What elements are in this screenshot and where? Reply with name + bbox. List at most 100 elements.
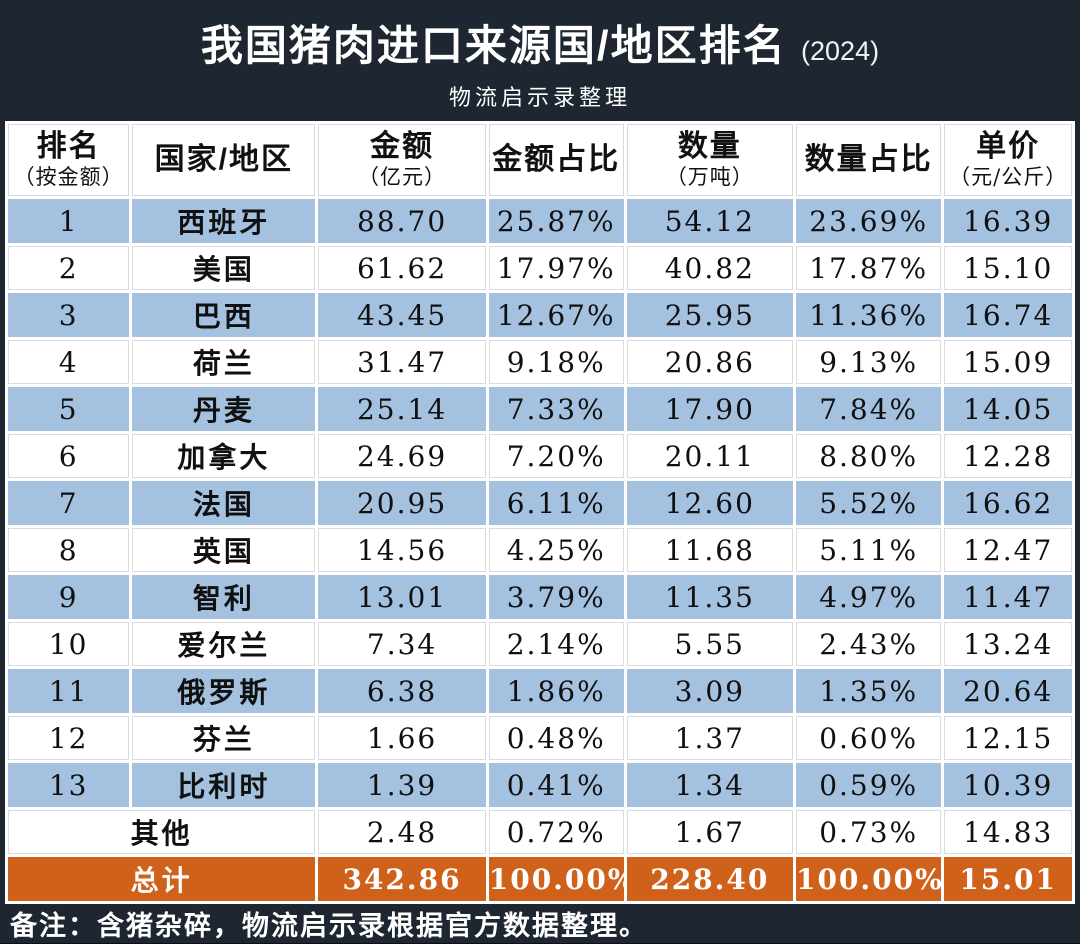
amount-cell: 13.01 — [318, 575, 486, 619]
amount-share-cell: 4.25% — [488, 528, 624, 572]
quantity-share-cell: 0.73% — [795, 810, 942, 854]
header-amount: 金额 （亿元） — [318, 124, 486, 196]
rank-cell: 4 — [8, 340, 130, 384]
header-rank-sublabel: （按金额） — [13, 165, 124, 189]
amount-share-cell: 7.20% — [488, 434, 624, 478]
unit-price-cell: 10.39 — [944, 763, 1072, 807]
header-rank-label: 排名 — [36, 130, 101, 163]
quantity-cell: 11.35 — [626, 575, 793, 619]
quantity-share-cell: 7.84% — [795, 387, 942, 431]
unit-price-cell: 14.05 — [944, 387, 1072, 431]
quantity-cell: 5.55 — [626, 622, 793, 666]
amount-cell: 20.95 — [318, 481, 486, 525]
quantity-cell: 3.09 — [626, 669, 793, 713]
rank-cell: 2 — [8, 246, 130, 290]
header-quantity-label: 数量 — [677, 130, 742, 163]
unit-price-cell: 15.09 — [944, 340, 1072, 384]
header-amount-label: 金额 — [370, 130, 435, 163]
country-cell: 芬兰 — [132, 716, 316, 760]
amount-share-cell: 17.97% — [488, 246, 624, 290]
table-row: 13 比利时 1.39 0.41% 1.34 0.59% 10.39 — [8, 763, 1072, 807]
amount-share-cell: 1.86% — [488, 669, 624, 713]
ranking-table: 排名 （按金额） 国家/地区 金额 （亿元） 金额占比 数量 — [5, 121, 1075, 904]
amount-cell: 43.45 — [318, 293, 486, 337]
unit-price-cell: 16.62 — [944, 481, 1072, 525]
country-cell: 美国 — [132, 246, 316, 290]
quantity-share-cell: 0.59% — [795, 763, 942, 807]
country-cell: 英国 — [132, 528, 316, 572]
unit-price-cell: 13.24 — [944, 622, 1072, 666]
footnote-bar: 备注：含猪杂碎，物流启示录根据官方数据整理。 — [0, 904, 1080, 943]
amount-share-cell: 9.18% — [488, 340, 624, 384]
amount-share-cell: 0.48% — [488, 716, 624, 760]
table-row: 11 俄罗斯 6.38 1.86% 3.09 1.35% 20.64 — [8, 669, 1072, 713]
amount-share-cell: 7.33% — [488, 387, 624, 431]
quantity-share-cell: 11.36% — [795, 293, 942, 337]
quantity-cell: 25.95 — [626, 293, 793, 337]
table-row: 2 美国 61.62 17.97% 40.82 17.87% 15.10 — [8, 246, 1072, 290]
table-row: 7 法国 20.95 6.11% 12.60 5.52% 16.62 — [8, 481, 1072, 525]
header-amount-share: 金额占比 — [488, 124, 624, 196]
quantity-share-cell: 5.52% — [795, 481, 942, 525]
unit-price-cell: 12.28 — [944, 434, 1072, 478]
table-row: 8 英国 14.56 4.25% 11.68 5.11% 12.47 — [8, 528, 1072, 572]
country-cell: 法国 — [132, 481, 316, 525]
quantity-share-cell: 8.80% — [795, 434, 942, 478]
amount-cell: 1.39 — [318, 763, 486, 807]
header-quantity-share: 数量占比 — [795, 124, 942, 196]
quantity-share-cell: 5.11% — [795, 528, 942, 572]
table-row: 6 加拿大 24.69 7.20% 20.11 8.80% 12.28 — [8, 434, 1072, 478]
amount-cell: 2.48 — [318, 810, 486, 854]
country-cell: 智利 — [132, 575, 316, 619]
amount-cell: 24.69 — [318, 434, 486, 478]
unit-price-cell: 12.47 — [944, 528, 1072, 572]
table-row: 1 西班牙 88.70 25.87% 54.12 23.69% 16.39 — [8, 199, 1072, 243]
table-row-total: 总计 342.86 100.00% 228.40 100.00% 15.01 — [8, 857, 1072, 901]
page-title: 我国猪肉进口来源国/地区排名 (2024) — [0, 12, 1080, 73]
rank-cell: 9 — [8, 575, 130, 619]
header-country: 国家/地区 — [132, 124, 316, 196]
unit-price-cell: 12.15 — [944, 716, 1072, 760]
quantity-cell: 11.68 — [626, 528, 793, 572]
quantity-cell: 20.11 — [626, 434, 793, 478]
country-cell: 爱尔兰 — [132, 622, 316, 666]
total-quantity-share-cell: 100.00% — [795, 857, 942, 901]
rank-cell: 13 — [8, 763, 130, 807]
total-unit-price-cell: 15.01 — [944, 857, 1072, 901]
country-cell: 俄罗斯 — [132, 669, 316, 713]
header-amount-share-label: 金额占比 — [492, 143, 621, 176]
table-row: 9 智利 13.01 3.79% 11.35 4.97% 11.47 — [8, 575, 1072, 619]
quantity-cell: 1.67 — [626, 810, 793, 854]
amount-share-cell: 2.14% — [488, 622, 624, 666]
page-subtitle: 物流启示录整理 — [448, 85, 631, 110]
quantity-share-cell: 4.97% — [795, 575, 942, 619]
header-amount-sublabel: （亿元） — [358, 165, 447, 189]
rank-cell: 3 — [8, 293, 130, 337]
header-rank: 排名 （按金额） — [8, 124, 130, 196]
rank-cell: 12 — [8, 716, 130, 760]
ranking-table-container: 排名 （按金额） 国家/地区 金额 （亿元） 金额占比 数量 — [5, 121, 1075, 904]
amount-share-cell: 3.79% — [488, 575, 624, 619]
footnote-text: 备注：含猪杂碎，物流启示录根据官方数据整理。 — [10, 911, 648, 941]
total-quantity-cell: 228.40 — [626, 857, 793, 901]
table-row: 10 爱尔兰 7.34 2.14% 5.55 2.43% 13.24 — [8, 622, 1072, 666]
amount-cell: 7.34 — [318, 622, 486, 666]
rank-cell: 1 — [8, 199, 130, 243]
page-title-year: (2024) — [801, 36, 880, 66]
amount-cell: 25.14 — [318, 387, 486, 431]
header-quantity-share-label: 数量占比 — [804, 143, 933, 176]
rank-cell: 11 — [8, 669, 130, 713]
total-amount-share-cell: 100.00% — [488, 857, 624, 901]
unit-price-cell: 14.83 — [944, 810, 1072, 854]
unit-price-cell: 11.47 — [944, 575, 1072, 619]
quantity-share-cell: 2.43% — [795, 622, 942, 666]
amount-cell: 6.38 — [318, 669, 486, 713]
amount-share-cell: 0.72% — [488, 810, 624, 854]
amount-cell: 61.62 — [318, 246, 486, 290]
table-row: 12 芬兰 1.66 0.48% 1.37 0.60% 12.15 — [8, 716, 1072, 760]
header-quantity: 数量 （万吨） — [626, 124, 793, 196]
amount-cell: 88.70 — [318, 199, 486, 243]
header-unit-price-label: 单价 — [976, 130, 1041, 163]
total-label-cell: 总计 — [8, 857, 316, 901]
